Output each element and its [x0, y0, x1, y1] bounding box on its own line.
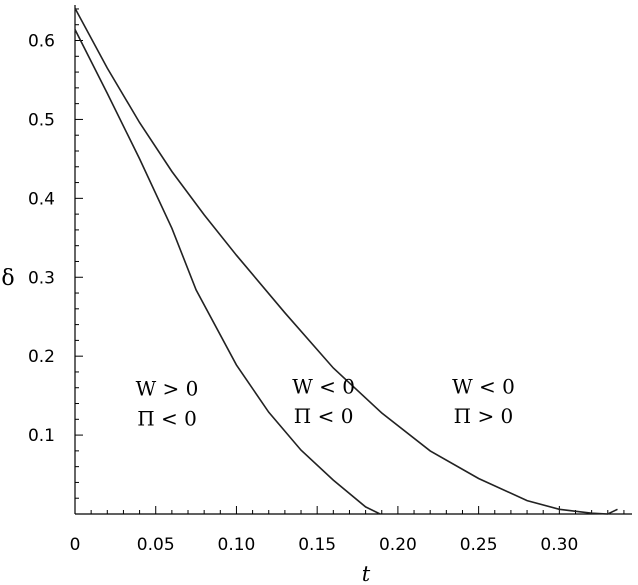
x-tick-label-5: 0.25: [460, 535, 498, 555]
curves: [74, 7, 618, 515]
curve-0: [74, 29, 381, 515]
y-tick-label-1: 0.2: [28, 347, 55, 367]
curve-1: [74, 7, 618, 515]
region-label-2: W < 0: [292, 374, 355, 398]
annotations: W > 0 Π < 0 W < 0 Π < 0 W < 0 Π > 0: [136, 374, 515, 430]
x-tick-label-1: 0.05: [137, 535, 175, 555]
y-tick-label-5: 0.6: [28, 32, 55, 52]
y-axis-label: δ: [1, 266, 14, 291]
region-label-0: W > 0: [136, 377, 199, 401]
region-label-4: W < 0: [452, 374, 515, 398]
y-tick-label-4: 0.5: [28, 110, 55, 130]
y-tick-label-0: 0.1: [28, 426, 55, 446]
y-tick-label-3: 0.4: [28, 189, 55, 209]
x-tick-label-6: 0.30: [540, 535, 578, 555]
x-tick-label-2: 0.10: [218, 535, 256, 555]
region-label-5: Π > 0: [454, 404, 514, 428]
axes: [74, 5, 632, 515]
y-tick-label-2: 0.3: [28, 268, 55, 288]
region-label-1: Π < 0: [137, 407, 197, 431]
x-tick-label-0: 0: [70, 535, 81, 555]
x-tick-label-3: 0.15: [298, 535, 336, 555]
x-ticks: 0 0.05 0.10 0.15 0.20 0.25 0.30: [70, 506, 578, 555]
x-axis-label: t: [362, 562, 371, 585]
x-tick-label-4: 0.20: [379, 535, 417, 555]
y-ticks: 0.1 0.2 0.3 0.4 0.5 0.6: [28, 32, 83, 446]
region-label-3: Π < 0: [294, 404, 354, 428]
minor-ticks: [75, 8, 625, 514]
